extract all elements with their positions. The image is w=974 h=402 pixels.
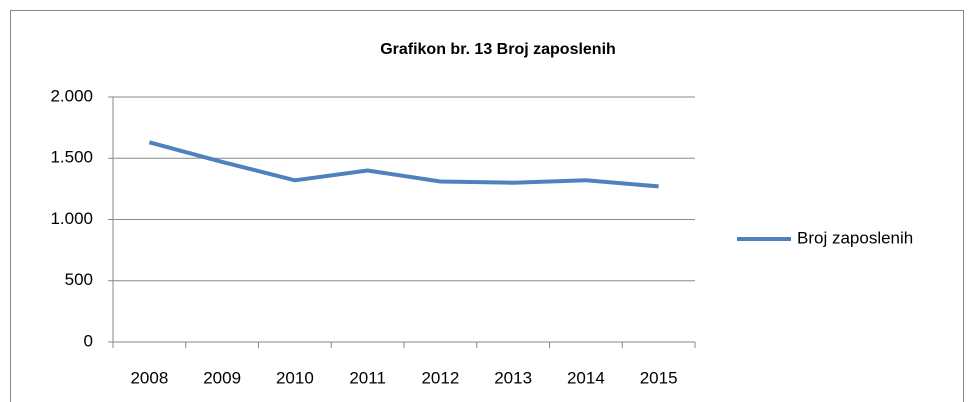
x-tick-label: 2015 [640, 368, 678, 387]
y-tick-label: 0 [84, 331, 93, 350]
chart-title: Grafikon br. 13 Broj zaposlenih [380, 41, 616, 58]
x-tick-label: 2008 [130, 368, 168, 387]
x-tick-label: 2010 [276, 368, 314, 387]
data-line [148, 140, 659, 189]
chart-frame [10, 10, 964, 402]
y-tick-label: 1.000 [50, 209, 93, 228]
x-tick-label: 2011 [349, 368, 386, 387]
y-tick-label: 1.500 [50, 148, 93, 167]
x-tick-label: 2014 [567, 368, 605, 387]
legend-label: Broj zaposlenih [797, 228, 913, 247]
x-tick-label: 2009 [203, 368, 241, 387]
y-tick-label: 2.000 [50, 86, 93, 105]
x-tick-label: 2013 [494, 368, 532, 387]
y-tick-label: 500 [65, 270, 93, 289]
x-tick-label: 2012 [421, 368, 459, 387]
